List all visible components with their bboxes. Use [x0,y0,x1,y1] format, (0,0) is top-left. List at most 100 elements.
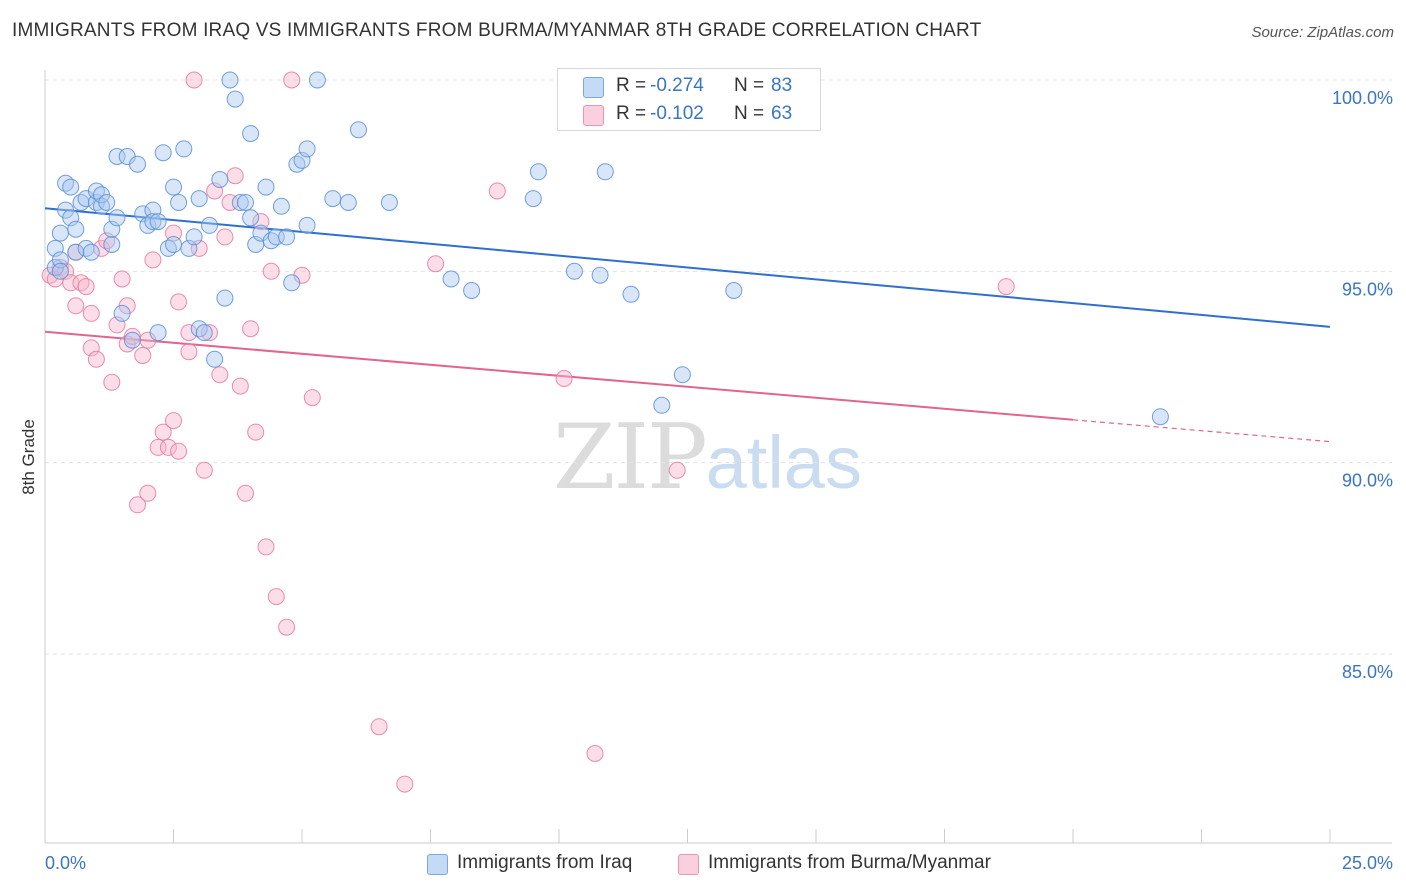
legend-n-label: N = [734,103,765,124]
y-tick-label: 100.0% [1332,88,1393,108]
point-iraq [673,366,691,384]
point-iraq [149,213,167,231]
point-burma [165,412,182,430]
point-iraq [350,121,367,139]
point-iraq [442,270,460,288]
point-burma [180,324,198,342]
point-iraq [308,71,326,89]
point-iraq [278,228,296,246]
source-credit: Source: ZipAtlas.com [1251,24,1394,41]
point-burma [170,442,188,460]
point-burma [87,350,105,368]
point-burma [159,438,177,456]
legend-swatch-burma [678,854,699,875]
point-iraq [463,282,481,299]
point-iraq [175,140,193,158]
point-burma [195,461,213,479]
point-burma [231,377,249,395]
chart-title: IMMIGRANTS FROM IRAQ VS IMMIGRANTS FROM … [12,20,982,41]
axes [44,70,1392,844]
legend-n-label: N = [734,75,765,96]
point-iraq [190,190,208,208]
point-iraq [165,236,182,253]
point-iraq [98,194,116,211]
point-iraq [113,304,131,322]
point-burma [396,775,414,793]
point-iraq [149,324,167,342]
point-burma [201,324,218,342]
point-iraq [725,282,743,299]
point-iraq [283,274,301,292]
point-burma [262,262,280,280]
legend-swatch-iraq [427,854,448,875]
point-burma [77,278,95,296]
point-iraq [529,163,547,181]
trend-line-burma-extension [1072,419,1331,443]
point-burma [180,343,198,361]
point-iraq [596,163,614,181]
y-axis-title: 8th Grade [19,419,38,495]
legend-swatch-iraq [583,77,604,98]
point-iraq [653,396,671,414]
point-iraq [221,71,239,89]
point-burma [586,745,604,762]
legend-r-value: -0.274 [650,75,704,96]
point-iraq [565,262,583,280]
watermark-zip: ZIP [553,405,708,510]
y-tick-label: 85.0% [1342,662,1393,682]
series-legend: Immigrants from Iraq Immigrants from Bur… [0,852,1406,878]
point-iraq [591,266,609,284]
point-iraq [144,213,162,231]
point-iraq [211,171,229,188]
point-burma [267,588,285,606]
point-burma [427,255,445,273]
y-tick-label: 90.0% [1342,471,1393,491]
point-iraq [170,194,188,211]
point-burma [149,438,167,456]
point-iraq [216,289,234,307]
point-iraq [231,194,249,211]
point-burma [144,251,162,269]
point-iraq [103,220,121,238]
axis-labels: 85.0% 90.0% 95.0% 100.0% 0.0% 25.0% 8th Grade [19,88,1393,873]
point-iraq [524,190,542,208]
y-tick-label: 95.0% [1342,279,1393,299]
point-iraq [62,178,80,196]
point-iraq [324,190,342,208]
point-burma [103,373,121,391]
point-burma [303,389,321,407]
point-iraq [380,194,398,211]
point-burma [237,484,254,502]
point-burma [67,297,85,315]
legend-row-burma: R = -0.102 N = 63 [558,100,820,128]
x-tick-label: 0.0% [45,853,86,873]
legend-r-value: -0.102 [650,103,704,124]
trend-lines [44,207,1331,443]
point-burma [278,618,296,636]
point-burma [211,366,229,384]
point-iraq [62,209,80,227]
point-iraq [123,331,141,349]
point-burma [257,538,275,556]
trend-line-iraq [44,207,1331,328]
point-burma [370,718,388,736]
point-iraq [339,194,357,211]
point-burma [283,71,301,89]
legend-n-value: 83 [771,75,793,96]
point-burma [139,484,157,502]
point-iraq [622,285,640,303]
point-burma [668,461,686,479]
point-iraq [201,216,218,234]
point-burma [134,347,152,364]
legend-n-value: 63 [771,103,793,124]
watermark: ZIPatlas [553,405,862,510]
point-iraq [272,197,290,215]
x-tick-label: 25.0% [1342,853,1393,873]
point-burma [154,423,172,441]
point-iraq [103,236,121,253]
point-iraq [206,350,224,368]
point-iraq [226,90,244,108]
point-burma [247,423,265,441]
legend-r-label: R = [616,75,647,96]
